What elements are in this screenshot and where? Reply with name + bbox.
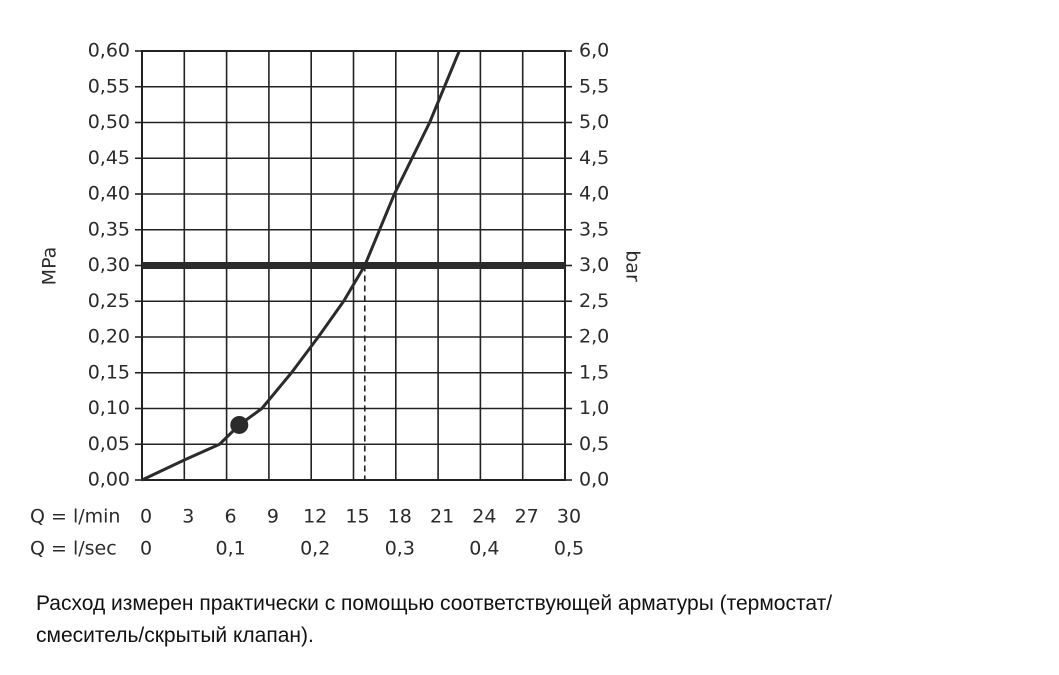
- x2-tick-label: 0,1: [215, 538, 245, 560]
- marker-point: [230, 415, 249, 434]
- caption-line: Расход измерен практически с помощью соо…: [36, 592, 833, 615]
- y2-tick-label: 5,0: [579, 111, 609, 133]
- y2-tick-label: 2,0: [579, 326, 609, 348]
- x2-tick-label: 0,2: [300, 538, 330, 560]
- y2-tick-label: 1,5: [579, 361, 609, 383]
- y-tick-label: 0,20: [88, 326, 130, 348]
- caption: Расход измерен практически с помощью соо…: [36, 588, 832, 652]
- y2-axis-label: bar: [622, 250, 644, 282]
- y2-tick-label: 4,0: [579, 183, 609, 205]
- y-tick-label: 0,45: [88, 147, 130, 169]
- y-tick-label: 0,10: [88, 397, 130, 419]
- x-tick-label: 30: [557, 506, 581, 528]
- chart: MPa bar Q = l/min Q = l/sec 0,000,050,10…: [30, 40, 644, 560]
- y-tick-label: 0,25: [88, 290, 130, 312]
- y2-tick-label: 4,5: [579, 147, 609, 169]
- x2-tick-label: 0,5: [554, 538, 584, 560]
- x-tick-label: 3: [182, 506, 194, 528]
- y-tick-label: 0,05: [88, 433, 130, 455]
- y2-tick-label: 3,5: [579, 218, 609, 240]
- x-axis-label: Q = l/min: [30, 506, 120, 528]
- y-tick-label: 0,15: [88, 361, 130, 383]
- x-tick-label: 15: [345, 506, 369, 528]
- y2-tick-label: 3,0: [579, 254, 609, 276]
- y-tick-label: 0,50: [88, 111, 130, 133]
- y-tick-label: 0,60: [88, 40, 130, 62]
- y2-tick-label: 1,0: [579, 397, 609, 419]
- x2-axis-label: Q = l/sec: [30, 538, 117, 560]
- y2-tick-label: 0,0: [579, 469, 609, 491]
- caption-line: смеситель/скрытый клапан).: [36, 624, 314, 647]
- x-tick-label: 0: [140, 506, 152, 528]
- x2-tick-label: 0,3: [385, 538, 415, 560]
- y2-tick-label: 0,5: [579, 433, 609, 455]
- y2-tick-label: 2,5: [579, 290, 609, 312]
- x-tick-label: 24: [472, 506, 496, 528]
- y2-tick-label: 5,5: [579, 75, 609, 97]
- x-tick-label: 21: [430, 506, 454, 528]
- y-tick-label: 0,55: [88, 75, 130, 97]
- y-tick-label: 0,00: [88, 469, 130, 491]
- x-tick-label: 9: [267, 506, 279, 528]
- x-tick-label: 18: [388, 506, 412, 528]
- y2-tick-label: 6,0: [579, 40, 609, 62]
- x2-tick-label: 0,4: [469, 538, 499, 560]
- curve: [141, 50, 461, 482]
- y-tick-label: 0,35: [88, 218, 130, 240]
- y-tick-label: 0,40: [88, 183, 130, 205]
- y-tick-label: 0,30: [88, 254, 130, 276]
- x-tick-label: 27: [515, 506, 539, 528]
- x2-tick-label: 0: [140, 538, 152, 560]
- x-tick-label: 6: [225, 506, 237, 528]
- y-axis-label: MPa: [39, 247, 61, 286]
- x-tick-label: 12: [303, 506, 327, 528]
